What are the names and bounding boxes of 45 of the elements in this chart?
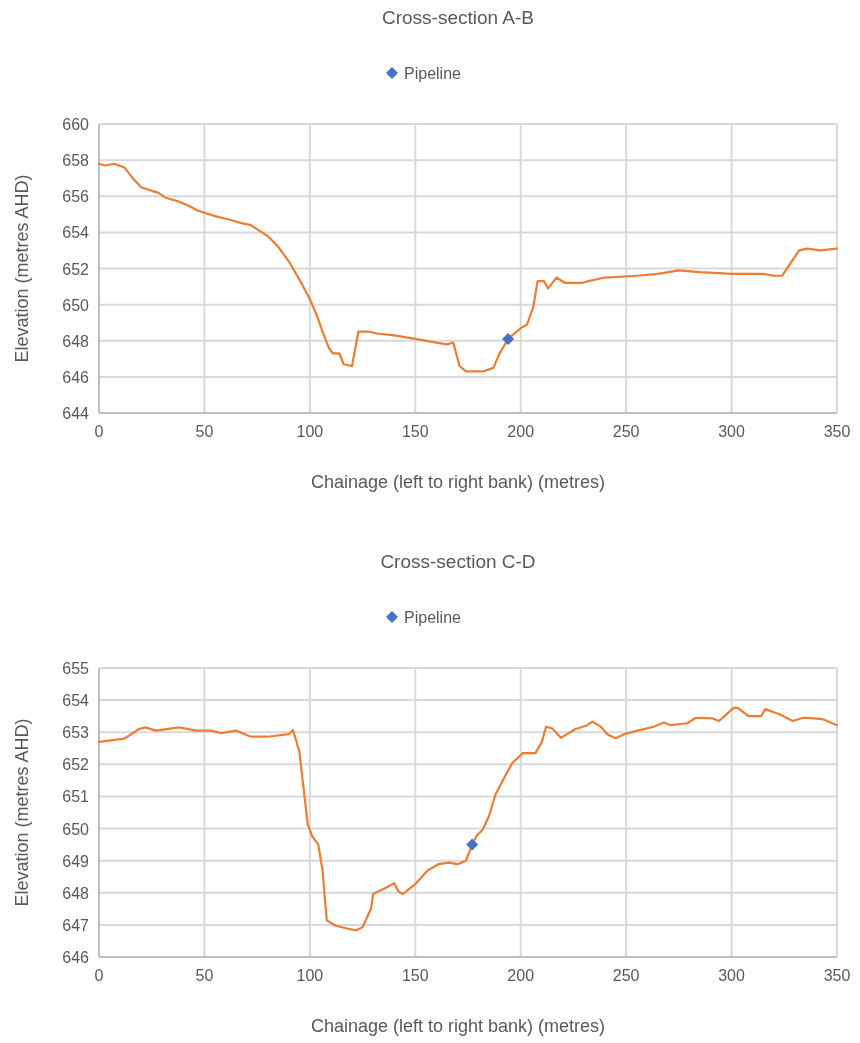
x-tick-label: 50 — [195, 423, 214, 440]
y-tick-label: 658 — [62, 152, 90, 170]
x-tick-label: 100 — [296, 967, 324, 984]
x-tick-label: 350 — [823, 967, 851, 984]
chart-title: Cross-section C-D — [380, 551, 536, 572]
x-tick-label: 250 — [612, 967, 640, 984]
y-tick-label: 655 — [62, 660, 90, 677]
y-tick-label: 649 — [62, 852, 90, 870]
x-tick-label: 200 — [507, 967, 535, 984]
x-tick-label: 100 — [296, 423, 324, 440]
y-tick-label: 653 — [62, 724, 90, 742]
x-tick-label: 250 — [612, 423, 640, 440]
y-tick-label: 644 — [62, 405, 90, 422]
y-tick-label: 654 — [62, 224, 90, 242]
x-tick-label: 200 — [507, 423, 535, 440]
y-tick-label: 647 — [62, 916, 90, 934]
x-tick-label: 150 — [401, 967, 429, 984]
y-tick-label: 648 — [62, 332, 90, 350]
x-tick-label: 350 — [823, 423, 851, 440]
x-axis-title: Chainage (left to right bank) (metres) — [310, 1016, 606, 1036]
chart-title: Cross-section A-B — [381, 7, 535, 28]
y-tick-label: 646 — [62, 949, 90, 966]
x-tick-label: 150 — [401, 423, 429, 440]
y-axis-title: Elevation (metres AHD) — [12, 174, 32, 363]
x-tick-label: 50 — [195, 967, 214, 984]
y-tick-label: 650 — [62, 296, 90, 314]
y-tick-label: 654 — [62, 692, 90, 710]
y-tick-label: 660 — [62, 116, 90, 133]
y-tick-label: 651 — [62, 788, 90, 806]
y-tick-label: 650 — [62, 820, 90, 838]
legend-label: Pipeline — [404, 609, 462, 626]
y-tick-label: 652 — [62, 756, 90, 774]
y-tick-label: 652 — [62, 260, 90, 278]
line-series — [97, 162, 839, 373]
y-tick-label: 646 — [62, 368, 90, 386]
legend-label: Pipeline — [404, 65, 462, 82]
line-series — [97, 706, 839, 932]
y-tick-label: 648 — [62, 884, 90, 902]
y-axis-title: Elevation (metres AHD) — [12, 718, 32, 907]
x-tick-label: 0 — [94, 423, 104, 440]
y-tick-label: 656 — [62, 188, 90, 206]
x-axis-title: Chainage (left to right bank) (metres) — [310, 472, 606, 492]
x-tick-label: 0 — [94, 967, 104, 984]
x-tick-label: 300 — [718, 967, 746, 984]
x-tick-label: 300 — [718, 423, 746, 440]
